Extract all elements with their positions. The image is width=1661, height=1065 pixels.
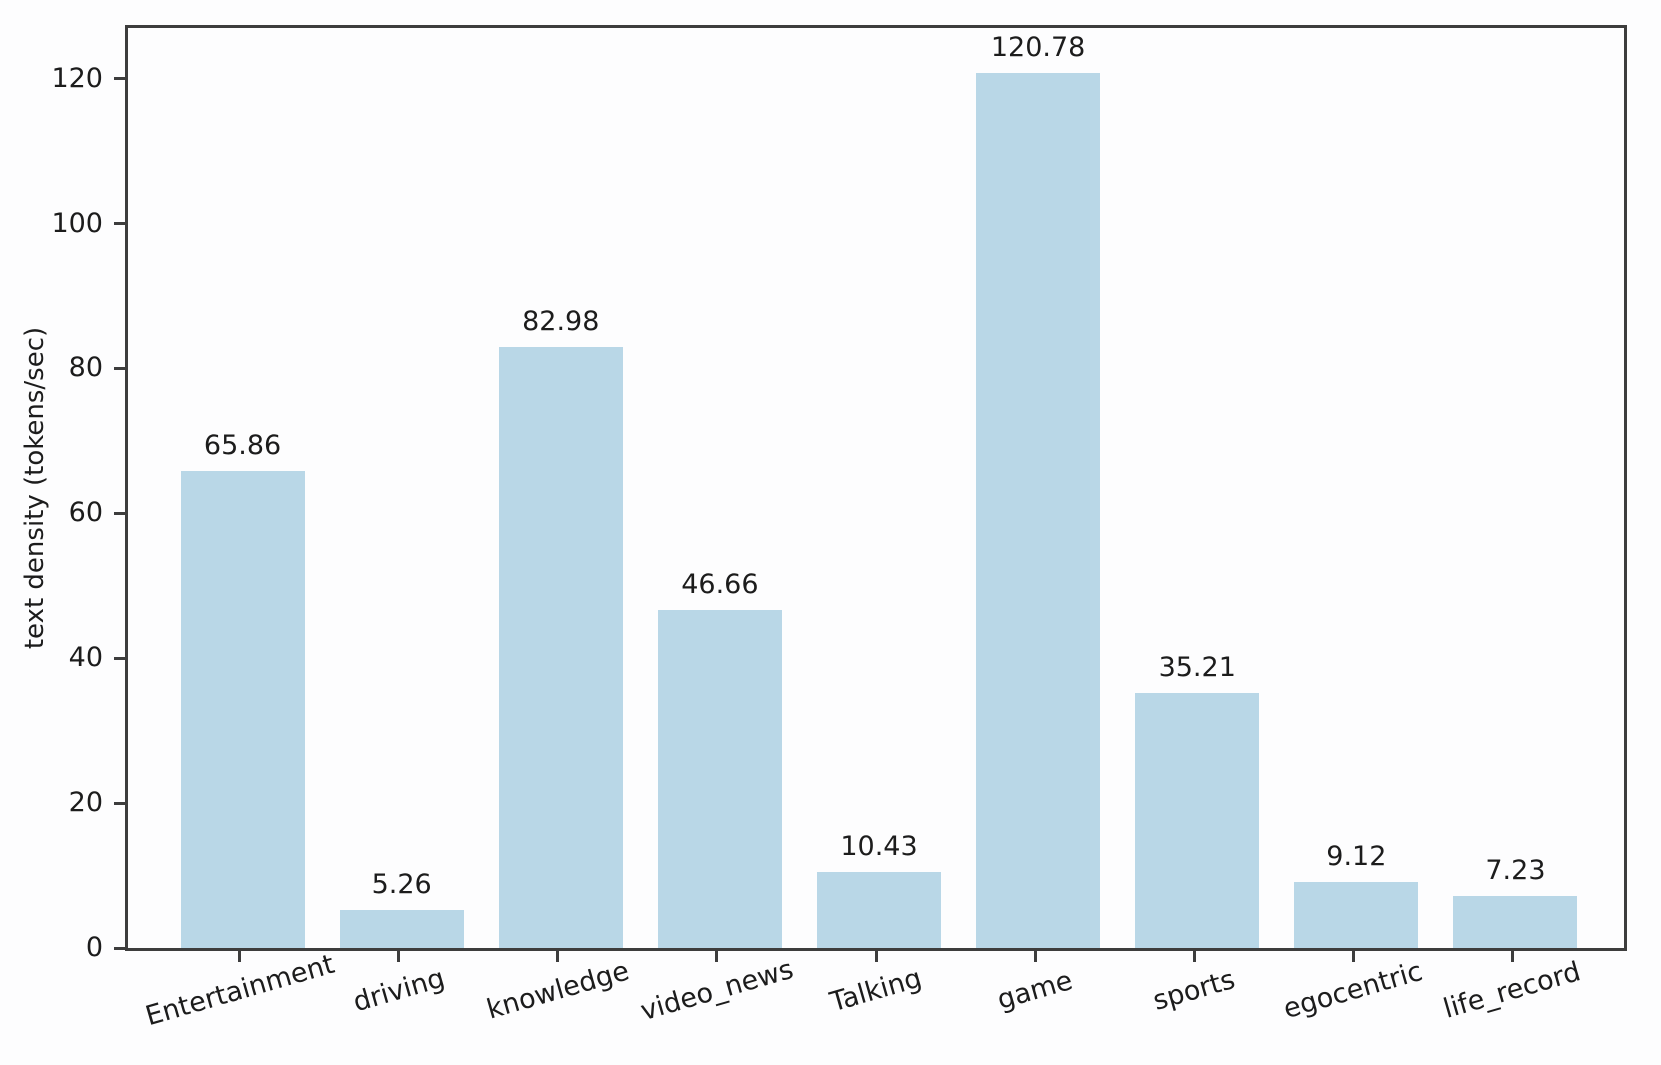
- y-tick-label: 60: [68, 497, 103, 529]
- y-tick-mark: [114, 511, 125, 515]
- y-tick-mark: [114, 366, 125, 370]
- y-tick-label: 120: [51, 62, 103, 94]
- y-tick-mark: [114, 222, 125, 226]
- y-tick-label: 20: [68, 787, 103, 819]
- bar-value-label: 9.12: [1326, 840, 1387, 872]
- y-tick-label: 80: [68, 352, 103, 384]
- bar-game: [976, 73, 1101, 948]
- x-tick-label: driving: [349, 962, 448, 1019]
- y-tick-mark: [114, 801, 125, 805]
- x-tick-mark: [715, 951, 719, 962]
- y-tick-mark: [114, 946, 125, 950]
- y-tick-label: 100: [51, 207, 103, 239]
- x-tick-label: egocentric: [1280, 955, 1427, 1026]
- x-tick-label: Talking: [826, 962, 926, 1019]
- x-tick-mark: [556, 951, 560, 962]
- bar-video_news: [657, 610, 782, 948]
- bar-value-label: 46.66: [681, 569, 759, 600]
- x-tick-label: game: [994, 965, 1077, 1016]
- bar-value-label: 10.43: [840, 831, 918, 863]
- x-tick-mark: [1510, 951, 1514, 962]
- bar-life_record: [1453, 895, 1578, 948]
- x-tick-label: sports: [1149, 964, 1239, 1017]
- bar-value-label: 35.21: [1158, 651, 1236, 683]
- x-tick-mark: [397, 951, 401, 962]
- x-tick-mark: [1192, 951, 1196, 962]
- bar-driving: [339, 909, 464, 948]
- x-tick-label: video_news: [637, 953, 797, 1028]
- bar-sports: [1135, 692, 1260, 948]
- bar-value-label: 5.26: [371, 868, 432, 900]
- x-tick-mark: [874, 951, 878, 962]
- bar-value-label: 82.98: [522, 305, 600, 337]
- x-tick-label: knowledge: [483, 955, 633, 1026]
- y-tick-label: 40: [68, 642, 103, 674]
- plot-area: 65.86 5.26 82.98 46.66 10.43 120.78 35.21 9.12 7…: [125, 25, 1627, 951]
- x-tick-mark: [1033, 951, 1037, 962]
- bar-value-label: 120.78: [990, 32, 1086, 64]
- bar-value-label: 7.23: [1485, 854, 1546, 886]
- y-tick-label: 0: [85, 932, 103, 963]
- x-tick-label: life_record: [1440, 956, 1585, 1025]
- bar-value-label: 65.86: [203, 429, 282, 461]
- x-tick-mark: [238, 951, 242, 962]
- bar-knowledge: [498, 346, 623, 948]
- y-tick-mark: [114, 656, 125, 660]
- bar-Talking: [817, 872, 941, 948]
- x-tick-mark: [1351, 951, 1355, 962]
- y-tick-mark: [114, 77, 125, 81]
- bar-Entertainment: [180, 470, 305, 948]
- bar-egocentric: [1294, 881, 1419, 948]
